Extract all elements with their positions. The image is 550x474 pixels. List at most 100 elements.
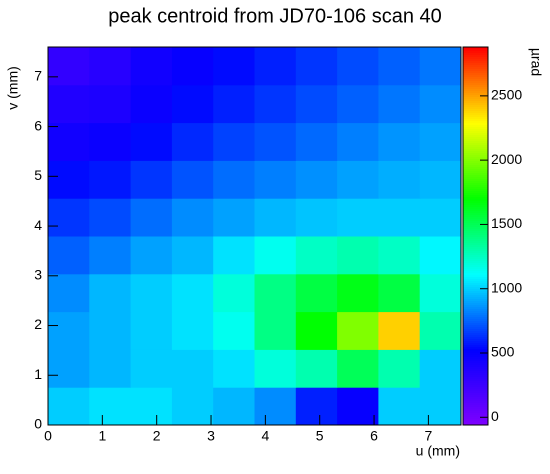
colorbar-band bbox=[463, 323, 488, 326]
heatmap-cell bbox=[89, 387, 132, 426]
heatmap-cell bbox=[337, 47, 379, 86]
colorbar-band bbox=[463, 123, 488, 126]
colorbar-band bbox=[463, 307, 488, 310]
colorbar-band bbox=[463, 367, 488, 370]
colorbar-band bbox=[463, 121, 488, 124]
heatmap-cell bbox=[419, 387, 462, 426]
y-tick-label: 5 bbox=[34, 167, 42, 183]
colorbar-band bbox=[463, 335, 488, 338]
colorbar-band bbox=[463, 135, 488, 138]
heatmap-cell bbox=[130, 349, 173, 388]
colorbar-band bbox=[463, 371, 488, 374]
colorbar-band bbox=[463, 253, 488, 256]
heatmap-cell bbox=[295, 236, 338, 275]
heatmap-cell bbox=[378, 387, 421, 426]
colorbar-band bbox=[463, 375, 488, 378]
colorbar-band bbox=[463, 423, 488, 426]
colorbar-band bbox=[463, 215, 488, 218]
x-tick-label: 5 bbox=[316, 428, 324, 444]
colorbar-band bbox=[463, 171, 488, 174]
colorbar-band bbox=[463, 129, 488, 132]
colorbar-band bbox=[463, 99, 488, 102]
colorbar-band bbox=[463, 261, 488, 264]
colorbar-band bbox=[463, 347, 488, 350]
colorbar-band bbox=[463, 81, 488, 84]
x-tick-label: 1 bbox=[98, 428, 106, 444]
colorbar-band bbox=[463, 193, 488, 196]
heatmap-cell bbox=[171, 160, 214, 199]
heatmap-cell bbox=[254, 387, 297, 426]
y-tick-label: 3 bbox=[34, 266, 42, 282]
heatmap-cell bbox=[213, 311, 255, 350]
colorbar-band bbox=[463, 337, 488, 340]
colorbar-band bbox=[463, 303, 488, 306]
heatmap-cell bbox=[254, 84, 297, 124]
colorbar-band bbox=[463, 167, 488, 170]
colorbar-band bbox=[463, 413, 488, 416]
x-tick-label: 4 bbox=[261, 428, 269, 444]
colorbar-band bbox=[463, 165, 488, 168]
colorbar-band bbox=[463, 275, 488, 278]
colorbar-band bbox=[463, 285, 488, 288]
colorbar-band bbox=[463, 185, 488, 188]
heatmap-cell bbox=[48, 122, 90, 161]
heatmap-cell bbox=[254, 160, 297, 199]
colorbar-band bbox=[463, 55, 488, 58]
heatmap-cell bbox=[130, 236, 173, 275]
colorbar-band bbox=[463, 295, 488, 298]
z-tick-label: 500 bbox=[491, 344, 515, 360]
chart-title: peak centroid from JD70-106 scan 40 bbox=[108, 5, 442, 27]
heatmap-cell bbox=[378, 122, 421, 161]
colorbar-band bbox=[463, 233, 488, 236]
heatmap-cell bbox=[378, 160, 421, 199]
heatmap-cell bbox=[171, 122, 214, 161]
heatmap-cell bbox=[213, 198, 255, 237]
colorbar-band bbox=[463, 353, 488, 356]
colorbar-band bbox=[463, 169, 488, 172]
colorbar-band bbox=[463, 407, 488, 410]
colorbar-band bbox=[463, 111, 488, 114]
colorbar-band bbox=[463, 61, 488, 64]
y-axis-label: v (mm) bbox=[5, 66, 21, 110]
heatmap-cell bbox=[213, 160, 255, 199]
colorbar-band bbox=[463, 417, 488, 420]
heatmap-cell bbox=[213, 122, 255, 161]
colorbar-band bbox=[463, 125, 488, 128]
colorbar-band bbox=[463, 309, 488, 312]
colorbar-band bbox=[463, 201, 488, 204]
colorbar-band bbox=[463, 255, 488, 258]
heatmap-cell bbox=[295, 387, 338, 426]
colorbar-band bbox=[463, 103, 488, 106]
colorbar-band bbox=[463, 177, 488, 180]
heatmap-cell bbox=[419, 47, 462, 86]
heatmap-cell bbox=[378, 236, 421, 275]
heatmap-cell bbox=[378, 349, 421, 388]
colorbar-band bbox=[463, 365, 488, 368]
colorbar-band bbox=[463, 333, 488, 336]
colorbar-band bbox=[463, 345, 488, 348]
heatmap-cell bbox=[48, 236, 90, 275]
heatmap-cell bbox=[48, 311, 90, 350]
colorbar-band bbox=[463, 381, 488, 384]
heatmap-cell bbox=[130, 160, 173, 199]
y-tick-label: 7 bbox=[34, 68, 42, 84]
heatmap-cell bbox=[295, 273, 338, 313]
colorbar-band bbox=[463, 47, 488, 50]
colorbar-band bbox=[463, 145, 488, 148]
colorbar-band bbox=[463, 363, 488, 366]
colorbar-band bbox=[463, 393, 488, 396]
colorbar-band bbox=[463, 311, 488, 314]
heatmap-cell bbox=[130, 311, 173, 350]
colorbar-band bbox=[463, 83, 488, 86]
x-tick-label: 0 bbox=[44, 428, 52, 444]
heatmap-cell bbox=[419, 236, 462, 275]
heatmap-cell bbox=[48, 47, 90, 86]
heatmap-cell bbox=[254, 198, 297, 237]
colorbar-band bbox=[463, 173, 488, 176]
colorbar-band bbox=[463, 97, 488, 100]
colorbar-band bbox=[463, 257, 488, 260]
heatmap-cell bbox=[295, 198, 338, 237]
heatmap-cell bbox=[378, 47, 421, 86]
colorbar-band bbox=[463, 217, 488, 220]
heatmap-cell bbox=[89, 311, 132, 350]
